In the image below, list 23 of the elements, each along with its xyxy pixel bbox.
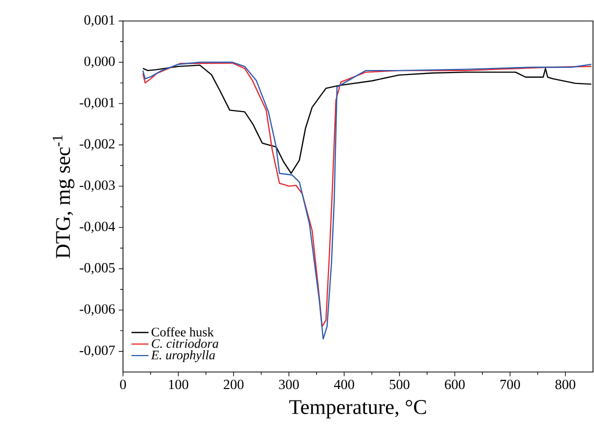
legend-label: Coffee husk [152, 327, 214, 336]
x-tick-label: 300 [279, 380, 299, 390]
legend-label: C. citriodora [152, 338, 218, 348]
x-tick-label: 400 [334, 380, 354, 390]
x-tick-label: 800 [555, 380, 576, 390]
y-tick-label: -0,001 [80, 98, 114, 110]
y-tick-label: 0,000 [84, 56, 115, 68]
x-tick-label: 0 [120, 380, 126, 390]
y-tick-label: -0,007 [80, 346, 115, 358]
x-tick-label: 200 [224, 380, 244, 390]
y-tick-label: 0,001 [84, 15, 114, 27]
y-tick-label: -0,006 [80, 304, 115, 316]
x-tick-label: 100 [169, 380, 188, 390]
y-tick-label: -0,003 [80, 180, 115, 192]
y-tick-label: -0,002 [80, 139, 114, 151]
x-tick-label: 500 [390, 380, 410, 390]
y-tick-label: -0,005 [80, 263, 115, 274]
legend-label: E. urophylla [150, 350, 215, 362]
x-tick-label: 700 [500, 380, 520, 390]
x-axis-title: Temperature, °C [289, 400, 426, 418]
y-tick-label: -0,004 [80, 222, 116, 234]
x-tick-label: 600 [444, 380, 465, 390]
y-axis-title: DTG, mg sec$^{-1}$ [52, 135, 74, 258]
